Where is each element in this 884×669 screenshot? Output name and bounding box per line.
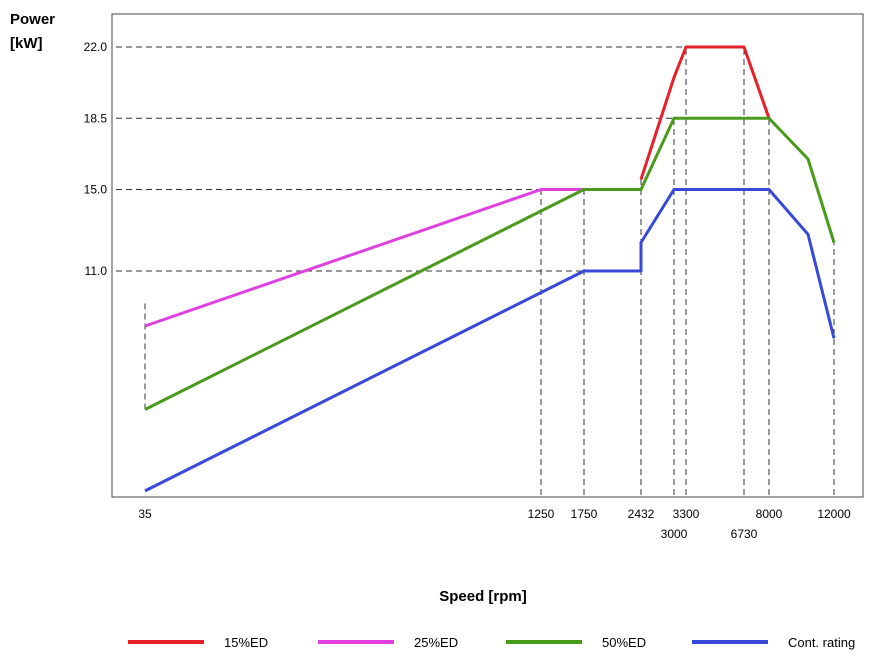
legend-item-cont-rating: Cont. rating (692, 630, 855, 654)
series-line-50-ed (144, 116, 836, 411)
legend-item-25ed: 25%ED (318, 630, 458, 654)
legend-label-25ed: 25%ED (414, 634, 459, 650)
y-tick-label-22-0: 22.0 (84, 40, 108, 54)
x-tick-label-6730: 6730 (731, 527, 758, 541)
y-tick-label-18-5: 18.5 (84, 111, 108, 125)
y-axis-title: Power (10, 11, 56, 28)
series-line-15-ed (639, 45, 771, 180)
x-tick-label-1250: 1250 (528, 507, 555, 521)
legend-swatch-cont-rating (692, 640, 768, 644)
legend: 15%ED 25%ED 50%ED Cont. rating (0, 630, 884, 654)
x-tick-label-3000: 3000 (661, 527, 688, 541)
plot-area-frame (111, 13, 864, 498)
x-tick-label-8000: 8000 (756, 507, 783, 521)
legend-swatch-15ed (128, 640, 204, 644)
legend-item-15ed: 15%ED (128, 630, 268, 654)
legend-label-50ed: 50%ED (602, 634, 647, 650)
y-tick-label-11-0: 11.0 (85, 264, 108, 278)
y-axis-unit: [kW] (10, 35, 43, 52)
x-tick-label-2432: 2432 (628, 507, 655, 521)
legend-label-15ed: 15%ED (224, 634, 269, 650)
x-axis-title: Speed [rpm] (439, 588, 527, 605)
x-tick-label-35: 35 (138, 507, 152, 521)
legend-item-50ed: 50%ED (506, 630, 646, 654)
series-line-25-ed (144, 188, 641, 328)
legend-swatch-25ed (318, 640, 394, 644)
x-tick-label-1750: 1750 (571, 507, 598, 521)
legend-label-cont-rating: Cont. rating (788, 634, 856, 650)
y-tick-label-15-0: 15.0 (84, 183, 108, 197)
series-line-cont-rating (144, 188, 836, 493)
x-tick-label-12000: 12000 (817, 507, 851, 521)
legend-swatch-50ed (506, 640, 582, 644)
x-tick-label-3300: 3300 (673, 507, 700, 521)
